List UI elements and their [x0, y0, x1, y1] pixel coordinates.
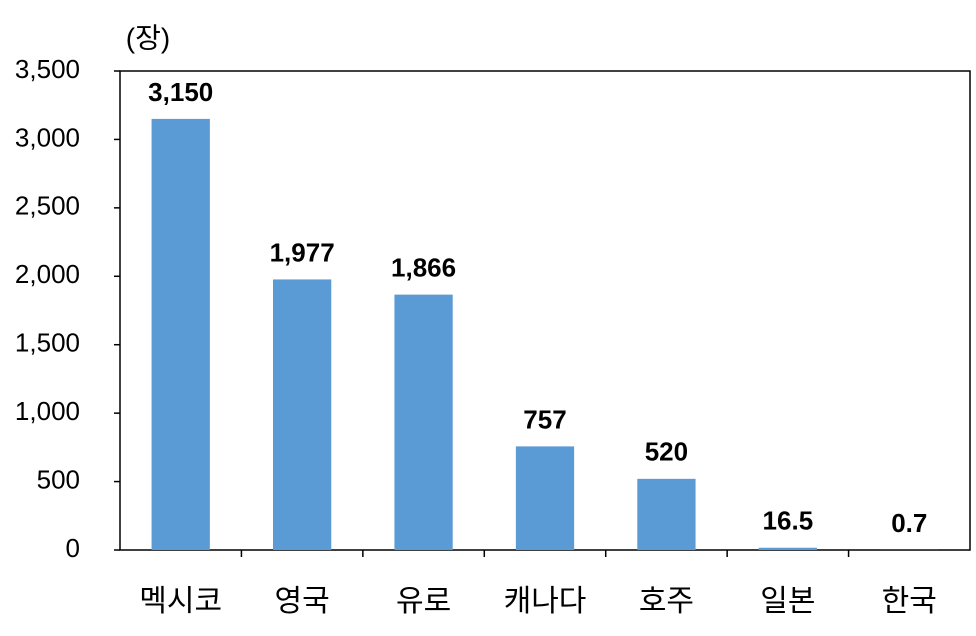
y-tick-label: 2,500: [15, 191, 80, 221]
y-axis-label: (장): [126, 22, 170, 53]
bar: [637, 478, 696, 550]
value-label: 0.7: [891, 508, 927, 538]
value-label: 3,150: [148, 77, 213, 107]
x-tick-label: 캐나다: [504, 585, 587, 618]
y-tick-label: 3,000: [15, 122, 80, 152]
x-tick-label: 멕시코: [139, 585, 222, 618]
bar: [394, 294, 453, 550]
y-tick-label: 500: [37, 464, 80, 494]
value-label: 1,977: [270, 237, 335, 267]
y-tick-label: 2,000: [15, 259, 80, 289]
bar: [758, 547, 817, 550]
bar: [515, 446, 575, 550]
x-tick-label: 일본: [760, 585, 815, 618]
value-label: 757: [523, 404, 566, 434]
x-tick-label: 호주: [639, 585, 694, 618]
bar: [273, 279, 332, 550]
y-tick-label: 0: [66, 533, 80, 563]
y-tick-label: 1,000: [15, 396, 80, 426]
value-label: 16.5: [763, 506, 814, 536]
value-label: 520: [645, 437, 688, 467]
x-tick-label: 영국: [275, 585, 330, 618]
x-tick-label: 한국: [882, 585, 937, 618]
bar: [151, 118, 210, 551]
value-label: 1,866: [391, 252, 456, 282]
x-tick-label: 유로: [396, 585, 451, 618]
y-tick-label: 3,500: [15, 54, 80, 84]
y-tick-label: 1,500: [15, 328, 80, 358]
